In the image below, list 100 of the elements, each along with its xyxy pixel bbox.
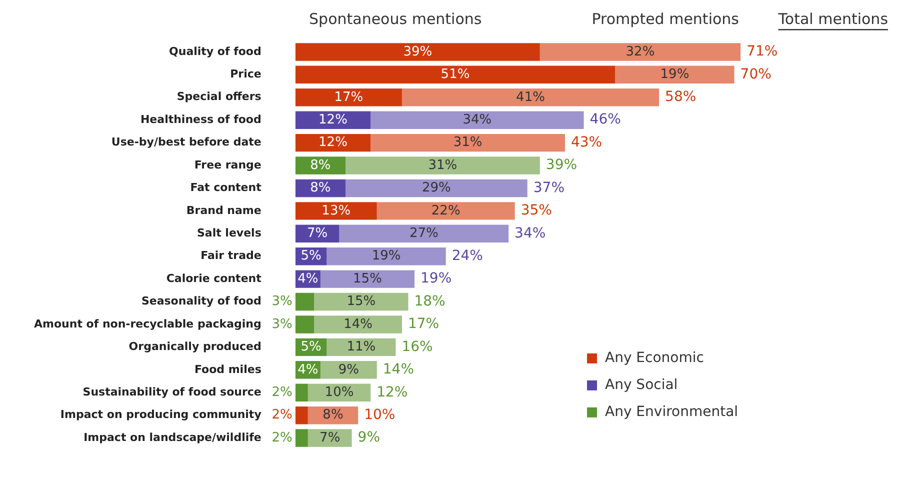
y-tick-label: Sustainability of food source [82,385,262,398]
data-label: 5% [300,340,322,355]
data-label: 5% [300,248,322,264]
bar [295,429,308,447]
y-tick-label: Free range [194,158,262,172]
y-tick-label: Organically produced [128,340,262,354]
data-label: 39% [403,44,432,60]
bar [295,66,616,84]
y-tick-label: Quality of food [169,44,262,58]
y-tick-label: Fair trade [200,249,262,262]
data-label: 4% [298,362,318,378]
bar [326,248,446,266]
data-label: 34% [462,112,492,128]
bar [320,270,415,288]
bar [295,134,371,152]
bar [540,43,741,61]
data-label: 31% [428,158,458,173]
legend-label: Any Social [605,377,678,394]
data-label: 11% [346,340,376,355]
total-label: 16% [402,338,433,355]
total-label: 37% [533,180,564,196]
total-label: 43% [570,134,602,150]
data-label: 12% [318,112,348,128]
bar [339,224,509,242]
data-label: 22% [431,203,460,218]
y-tick-label: Salt levels [196,226,262,240]
bar [295,292,314,311]
total-label: 58% [665,89,696,106]
y-tick-label: Impact on landscape/wildlife [84,430,262,444]
y-tick-label: Special offers [176,90,262,104]
data-label: 9% [338,362,359,378]
bar [346,156,540,174]
text: Prompted mentions [592,10,740,28]
bar [295,406,308,424]
data-label: 13% [322,203,351,218]
bar [370,111,584,129]
total-label: 19% [420,270,452,287]
data-label: 19% [372,248,401,264]
total-label: 12% [376,384,408,400]
bar [370,134,565,152]
total-label: 70% [740,66,772,82]
y-tick-label: Calorie content [166,272,262,285]
total-label: 71% [746,44,778,60]
y-tick-label: Use-by/best before date [111,136,262,149]
y-tick-label: Brand name [186,204,262,217]
text: Total mentions [777,10,888,28]
y-tick-label: Seasonality of food [141,294,262,308]
legend-label: Any Economic [605,350,704,366]
data-label: 12% [318,135,348,150]
data-label: 14% [344,316,373,332]
text: Spontaneous mentions [309,10,482,28]
bar [320,361,377,379]
bar [295,316,314,334]
data-label: 17% [334,90,364,105]
data-label: 10% [324,384,354,400]
data-label: 41% [516,90,545,105]
y-tick-label: Food miles [194,362,262,376]
total-label: 18% [414,293,446,310]
data-label: 3% [272,294,292,310]
data-label: 31% [453,135,482,150]
y-tick-label: Impact on producing community [60,408,262,422]
data-label: 8% [310,180,331,196]
total-label: 10% [364,406,396,423]
bar [314,292,408,311]
data-label: 19% [660,67,690,82]
legend-label: Any Environmental [605,404,738,420]
total-label: 17% [408,316,440,332]
data-label: 8% [322,408,344,423]
total-label: 24% [452,248,483,264]
y-tick-label: Healthiness of food [140,112,262,126]
bar [402,88,660,106]
data-label: 27% [409,226,438,242]
data-label: 3% [272,316,292,332]
y-tick-label: Fat content [190,181,262,194]
data-label: 32% [626,44,655,60]
bar [615,66,734,84]
bar [295,88,402,106]
bar [326,338,396,356]
bar [314,316,402,334]
bar [295,202,377,220]
data-label: 51% [440,67,470,82]
bar [308,429,352,447]
bar [376,202,515,220]
data-label: 4% [298,271,318,286]
data-label: 15% [346,294,376,310]
bar [295,156,346,174]
data-label: 7% [307,226,328,242]
total-label: 14% [382,362,414,378]
total-label: 34% [514,225,546,242]
data-label: 2% [272,430,292,446]
data-label: 29% [422,180,451,196]
data-label: 15% [353,271,382,286]
data-label: 2% [272,384,292,400]
bar [346,179,528,198]
bar [295,111,371,129]
bar [295,43,540,61]
y-tick-label: Amount of non-recyclable packaging [34,317,262,330]
data-label: 8% [310,158,331,173]
data-label: 2% [272,408,292,423]
y-tick-label: Price [230,68,262,81]
